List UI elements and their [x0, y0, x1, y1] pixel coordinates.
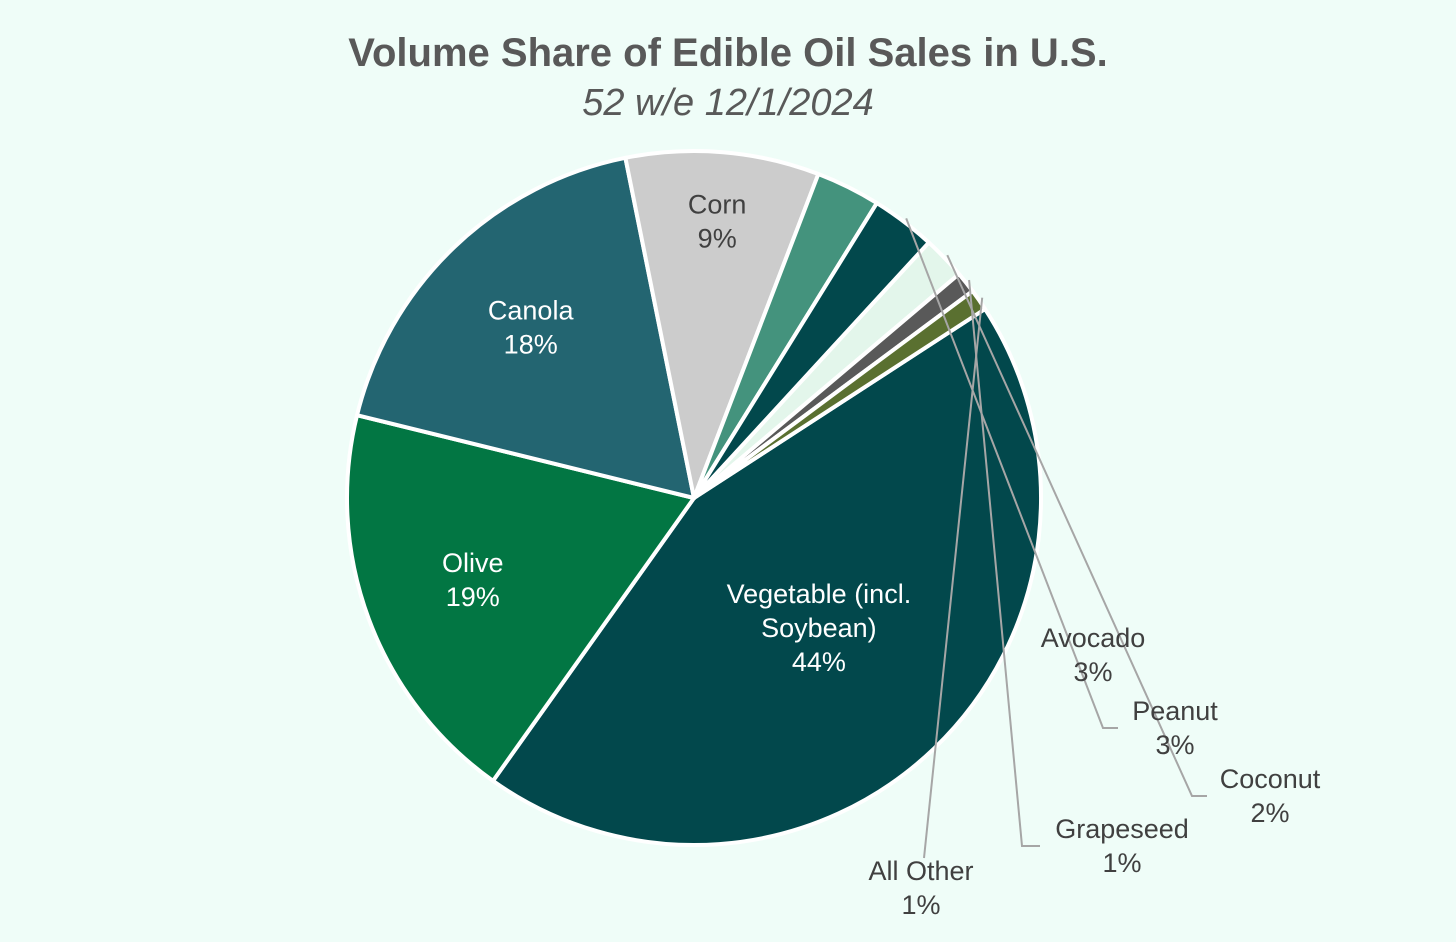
slice-name-canola: Canola	[488, 296, 575, 326]
slice-label-corn: Corn 9%	[688, 189, 747, 253]
slice-label-all-other: All Other 1%	[868, 856, 973, 920]
slice-name-olive: Olive	[442, 548, 504, 578]
slice-name-peanut: Peanut	[1132, 696, 1218, 726]
pie-slice-corn	[623, 149, 821, 500]
slice-value-vegetable: 44%	[792, 647, 846, 677]
leader-line-grapeseed	[968, 279, 1040, 847]
slice-name-avocado: Avocado	[1041, 623, 1146, 653]
slice-name-coconut: Coconut	[1220, 764, 1321, 794]
slice-value-peanut: 3%	[1155, 730, 1194, 760]
chart-title: Volume Share of Edible Oil Sales in U.S.	[348, 31, 1107, 75]
pie-slice-all-other	[692, 289, 988, 500]
slice-name-corn: Corn	[688, 189, 747, 219]
slice-labels: Vegetable (incl. Soybean) 44% Olive 19% Canol…	[442, 189, 1321, 920]
slice-label-vegetable: Vegetable (incl. Soybean) 44%	[727, 579, 912, 677]
pie-slice-olive	[345, 413, 696, 783]
slice-name-all-other: All Other	[868, 856, 973, 886]
slice-label-peanut: Peanut 3%	[1132, 696, 1218, 760]
leader-line-coconut	[946, 254, 1207, 797]
pie-slices	[345, 149, 1044, 847]
chart-subtitle: 52 w/e 12/1/2024	[582, 82, 874, 124]
slice-label-grapeseed: Grapeseed 1%	[1055, 814, 1189, 878]
slice-value-canola: 18%	[504, 330, 558, 360]
leader-lines	[905, 218, 1207, 859]
slice-name-vegetable: Soybean)	[761, 613, 877, 643]
slice-name-vegetable: Vegetable (incl.	[727, 579, 912, 609]
slice-value-coconut: 2%	[1250, 798, 1289, 828]
slice-label-olive: Olive 19%	[442, 548, 504, 612]
leader-line-all-other	[923, 297, 984, 859]
slice-value-all-other: 1%	[901, 890, 940, 920]
slice-label-avocado: Avocado 3%	[1041, 623, 1146, 687]
slice-label-coconut: Coconut 2%	[1220, 764, 1321, 828]
pie-slice-canola	[355, 155, 696, 500]
slice-label-canola: Canola 18%	[488, 296, 575, 360]
slice-value-avocado: 3%	[1073, 657, 1112, 687]
slice-name-grapeseed: Grapeseed	[1055, 814, 1189, 844]
slice-value-corn: 9%	[698, 223, 737, 253]
slice-value-olive: 19%	[446, 582, 500, 612]
slice-value-grapeseed: 1%	[1102, 848, 1141, 878]
pie-slice-vegetable	[490, 307, 1044, 847]
